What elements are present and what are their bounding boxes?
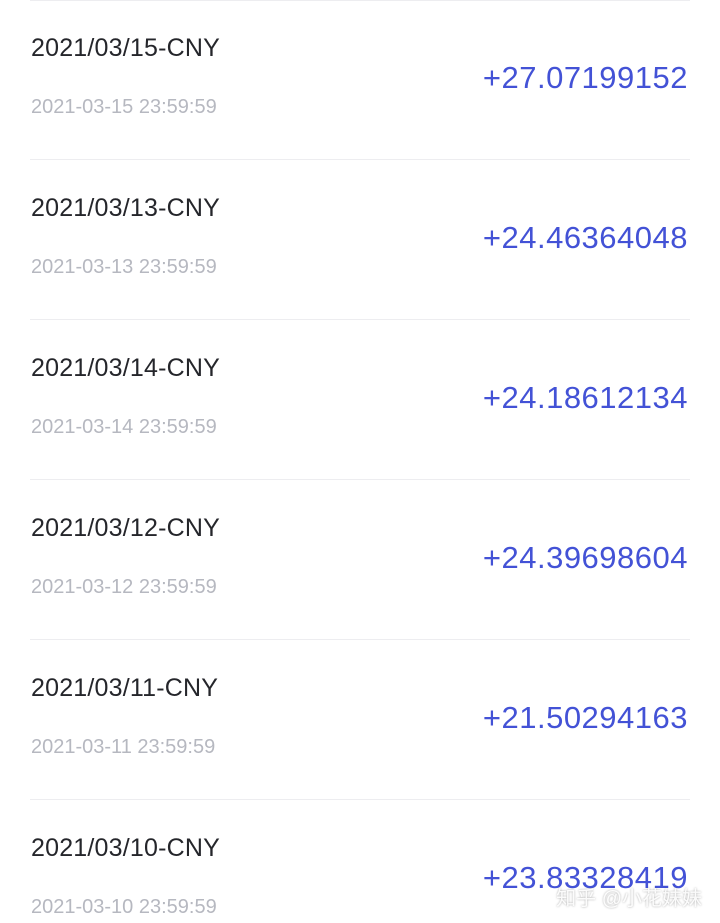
transaction-time: 2021-03-12 23:59:59	[31, 576, 217, 598]
divider	[30, 159, 690, 160]
transaction-amount: +24.39698604	[482, 540, 688, 575]
transaction-amount: +23.83328419	[482, 860, 688, 895]
transaction-time: 2021-03-13 23:59:59	[31, 256, 217, 278]
transaction-title: 2021/03/12-CNY	[31, 514, 221, 542]
transaction-amount: +24.46364048	[482, 220, 688, 255]
divider	[30, 319, 690, 320]
transaction-title: 2021/03/14-CNY	[31, 354, 221, 382]
transaction-amount: +21.50294163	[482, 700, 688, 735]
transaction-row[interactable]: 2021/03/11-CNY 2021-03-11 23:59:59 +21.5…	[0, 640, 720, 800]
transaction-row[interactable]: 2021/03/13-CNY 2021-03-13 23:59:59 +24.4…	[0, 160, 720, 320]
divider	[30, 799, 690, 800]
transaction-time: 2021-03-14 23:59:59	[31, 416, 217, 438]
transaction-title: 2021/03/11-CNY	[31, 674, 219, 702]
transaction-time: 2021-03-15 23:59:59	[31, 96, 217, 118]
watermark: 知乎 @小花妹妹	[556, 888, 702, 910]
transaction-time: 2021-03-10 23:59:59	[31, 896, 217, 918]
transaction-title: 2021/03/15-CNY	[31, 34, 221, 62]
transaction-title: 2021/03/13-CNY	[31, 194, 221, 222]
transaction-row[interactable]: 2021/03/12-CNY 2021-03-12 23:59:59 +24.3…	[0, 480, 720, 640]
transaction-title: 2021/03/10-CNY	[31, 834, 221, 862]
transaction-row[interactable]: 2021/03/10-CNY 2021-03-10 23:59:59 +23.8…	[0, 800, 720, 923]
transaction-row[interactable]: 2021/03/14-CNY 2021-03-14 23:59:59 +24.1…	[0, 320, 720, 480]
transaction-row[interactable]: 2021/03/15-CNY 2021-03-15 23:59:59 +27.0…	[0, 0, 720, 160]
divider	[30, 0, 690, 1]
divider	[30, 479, 690, 480]
transaction-time: 2021-03-11 23:59:59	[31, 736, 216, 758]
transaction-amount: +27.07199152	[482, 60, 688, 95]
divider	[30, 639, 690, 640]
transaction-amount: +24.18612134	[482, 380, 688, 415]
